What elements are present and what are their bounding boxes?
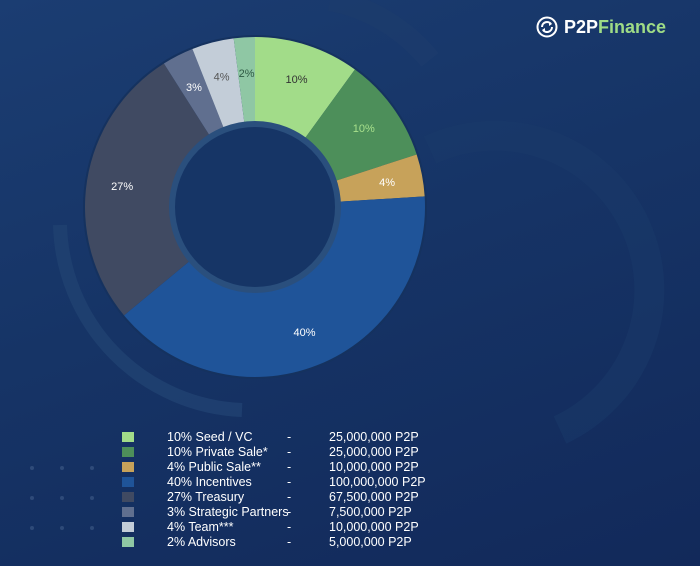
legend-swatch bbox=[122, 447, 134, 457]
slice-label-5: 3% bbox=[186, 82, 202, 94]
legend-separator: - bbox=[287, 445, 292, 459]
slice-label-0: 10% bbox=[286, 74, 308, 86]
legend-amount: 5,000,000 P2P bbox=[329, 535, 412, 549]
legend-separator: - bbox=[287, 460, 292, 474]
legend-amount: 7,500,000 P2P bbox=[329, 505, 412, 519]
brand-name: P2PFinance bbox=[564, 17, 666, 38]
donut-hole bbox=[169, 121, 341, 293]
legend-separator: - bbox=[287, 535, 292, 549]
brand-logo: P2PFinance bbox=[536, 16, 666, 38]
slice-label-4: 27% bbox=[111, 181, 133, 193]
brand-name-main: P2P bbox=[564, 16, 599, 37]
legend-label: 27% Treasury bbox=[167, 490, 245, 504]
donut-slice-6 bbox=[192, 38, 245, 130]
slice-label-7: 2% bbox=[239, 68, 255, 80]
legend-swatch bbox=[122, 477, 134, 487]
brand-name-accent: Finance bbox=[598, 16, 667, 37]
legend-amount: 25,000,000 P2P bbox=[329, 430, 419, 444]
donut-slice-0 bbox=[255, 37, 355, 140]
slice-label-2: 4% bbox=[379, 177, 395, 189]
donut-slice-3 bbox=[124, 196, 426, 378]
legend-swatch bbox=[122, 537, 134, 547]
legend-swatch bbox=[122, 507, 134, 517]
donut-slice-2 bbox=[333, 154, 425, 202]
legend-label: 10% Private Sale* bbox=[167, 445, 268, 459]
legend-separator: - bbox=[287, 430, 292, 444]
donut-slice-1 bbox=[303, 69, 417, 182]
legend-swatch bbox=[122, 432, 134, 442]
legend-amount: 100,000,000 P2P bbox=[329, 475, 426, 489]
slice-label-1: 10% bbox=[353, 123, 375, 135]
legend-separator: - bbox=[287, 490, 292, 504]
slice-label-3: 40% bbox=[293, 327, 315, 339]
legend-swatch bbox=[122, 492, 134, 502]
legend-amount: 10,000,000 P2P bbox=[329, 460, 419, 474]
slice-label-6: 4% bbox=[214, 72, 230, 84]
donut-slice-5 bbox=[163, 48, 225, 137]
legend-amount: 10,000,000 P2P bbox=[329, 520, 419, 534]
legend-label: 3% Strategic Partners bbox=[167, 505, 289, 519]
legend-label: 4% Public Sale** bbox=[167, 460, 261, 474]
legend-amount: 25,000,000 P2P bbox=[329, 445, 419, 459]
legend-label: 2% Advisors bbox=[167, 535, 236, 549]
legend-separator: - bbox=[287, 505, 292, 519]
legend-label: 10% Seed / VC bbox=[167, 430, 253, 444]
legend-amount: 67,500,000 P2P bbox=[329, 490, 419, 504]
legend-separator: - bbox=[287, 520, 292, 534]
refresh-icon bbox=[536, 16, 558, 38]
donut-slice-4 bbox=[84, 63, 211, 316]
legend-label: 40% Incentives bbox=[167, 475, 252, 489]
legend-swatch bbox=[122, 522, 134, 532]
legend-label: 4% Team*** bbox=[167, 520, 234, 534]
donut-chart: 10% 10% 4% 40% 27% 3% 4% 2% bbox=[83, 35, 427, 379]
donut-slice-7 bbox=[233, 37, 255, 125]
legend-swatch bbox=[122, 462, 134, 472]
legend-separator: - bbox=[287, 475, 292, 489]
